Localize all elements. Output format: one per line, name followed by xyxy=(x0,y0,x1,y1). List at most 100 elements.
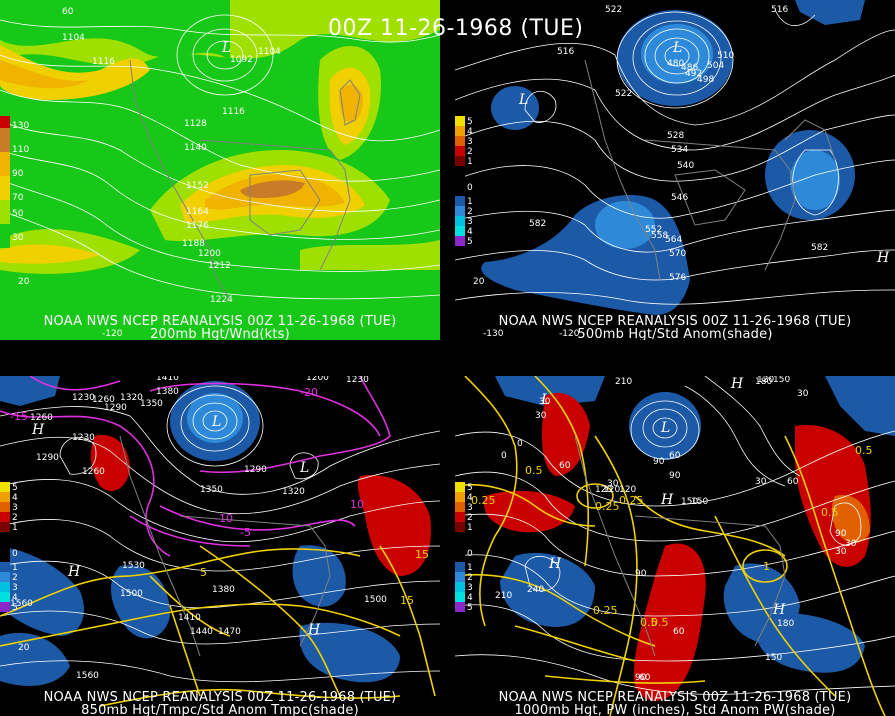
temp-label: 10 xyxy=(350,498,364,511)
contour-label: 150 xyxy=(773,376,790,385)
legend-label: 90 xyxy=(12,169,24,179)
legend-label: 70 xyxy=(12,193,24,203)
contour-label: 1500 xyxy=(364,595,387,605)
pw-label: 1 xyxy=(763,560,770,573)
contour-label: 1116 xyxy=(92,57,115,67)
contour-label: 1380 xyxy=(212,585,235,595)
contour-label: 1350 xyxy=(140,399,163,409)
contour-label: 180 xyxy=(777,619,794,629)
legend-label: 2 xyxy=(467,513,473,523)
contour-label: 60 xyxy=(787,477,799,487)
contour-label: 504 xyxy=(707,61,724,71)
contour-label: 1260 xyxy=(92,395,115,405)
contour-label: 240 xyxy=(527,585,544,595)
lon-label: -120 xyxy=(559,329,580,339)
temp-label: -20 xyxy=(300,386,318,399)
legend-label: 3 xyxy=(12,503,18,513)
contour-label: 30 xyxy=(539,397,551,407)
contour-label: 1116 xyxy=(222,107,245,117)
map-200mb: 130 110 90 70 50 30 1104 1116 1092 1104 … xyxy=(0,0,440,340)
contour-label: 1560 xyxy=(76,671,99,681)
high-pressure-marker: H xyxy=(772,602,786,618)
legend-label: 4 xyxy=(12,593,18,603)
contour-label: 510 xyxy=(717,51,734,61)
contour-label: 1092 xyxy=(230,55,253,65)
panel-500mb-height-anomaly: 5 4 3 2 1 0 1 2 3 4 5 522 516 516 522 52… xyxy=(455,0,895,340)
panel-1000mb-height-pw: 5 4 3 2 1 0 1 2 3 4 5 210 180 150 120 90… xyxy=(455,376,895,716)
legend-label: 4 xyxy=(12,493,18,503)
contour-label: 1200 xyxy=(306,376,329,383)
legend-label: 0 xyxy=(12,549,18,559)
panel-850mb-height-temp: 5 4 3 2 1 0 1 2 3 4 5 1410 1380 1350 132… xyxy=(0,376,440,716)
contour-label: 1290 xyxy=(104,403,127,413)
contour-label: 1212 xyxy=(208,261,231,271)
legend-label: 0 xyxy=(467,183,473,193)
contour-label: 540 xyxy=(677,161,694,171)
panel-caption-line2: 1000mb Hgt, PW (inches), Std Anom PW(sha… xyxy=(514,703,836,716)
contour-label: 180 xyxy=(755,377,772,387)
contour-label: 570 xyxy=(669,249,686,259)
legend-label: 5 xyxy=(467,237,473,247)
high-pressure-marker: H xyxy=(67,564,81,580)
legend-label: 3 xyxy=(467,583,473,593)
lon-label: 20 xyxy=(18,643,30,653)
contour-label: 1440 xyxy=(190,627,213,637)
pw-label: 0.5 xyxy=(651,616,669,629)
contour-label: 30 xyxy=(797,389,809,399)
legend-label: 4 xyxy=(467,593,473,603)
legend-label: 1 xyxy=(467,197,473,207)
contour-label: 1560 xyxy=(10,599,33,609)
legend-label: 5 xyxy=(467,117,473,127)
contour-label: 30 xyxy=(835,547,847,557)
legend-label: 0 xyxy=(467,549,473,559)
low-pressure-marker: L xyxy=(660,420,670,436)
contour-label: 60 xyxy=(673,627,685,637)
contour-label: 522 xyxy=(615,89,632,99)
pw-label: 0.5 xyxy=(821,506,839,519)
pw-label: 0.25 xyxy=(595,500,620,513)
contour-label: 30 xyxy=(755,477,767,487)
contour-label: 1260 xyxy=(30,413,53,423)
contour-label: 60 xyxy=(639,673,651,683)
contour-label: 516 xyxy=(771,5,788,15)
low-pressure-marker: L xyxy=(211,414,221,430)
contour-label: 1104 xyxy=(62,33,85,43)
legend-label: 1 xyxy=(467,563,473,573)
contour-label: 558 xyxy=(651,231,668,241)
contour-label: 30 xyxy=(535,411,547,421)
contour-label: 210 xyxy=(495,591,512,601)
temp-label: 5 xyxy=(200,566,207,579)
contour-label: 0 xyxy=(517,439,523,449)
contour-label: 120 xyxy=(595,485,612,495)
contour-label: 30 xyxy=(845,539,857,549)
legend-label: 2 xyxy=(467,207,473,217)
contour-label: 60 xyxy=(559,461,571,471)
contour-label: 1140 xyxy=(184,143,207,153)
legend-label: 5 xyxy=(12,483,18,493)
legend-label: 4 xyxy=(467,127,473,137)
contour-label: 30 xyxy=(607,479,619,489)
contour-label: 1290 xyxy=(244,465,267,475)
legend-label: 4 xyxy=(467,227,473,237)
contour-label: 492 xyxy=(685,69,702,79)
high-pressure-marker: H xyxy=(660,492,674,508)
contour-label: 516 xyxy=(557,47,574,57)
contour-label: 1164 xyxy=(186,207,209,217)
legend-label: 30 xyxy=(12,233,24,243)
contour-label: 1230 xyxy=(72,433,95,443)
temp-label: -10 xyxy=(215,512,233,525)
pw-label: 0.25 xyxy=(619,494,644,507)
legend-label: 110 xyxy=(12,145,29,155)
pw-label: 0.25 xyxy=(593,604,618,617)
contour-label: 120 xyxy=(619,485,636,495)
legend-label: 3 xyxy=(467,137,473,147)
legend-label: 3 xyxy=(467,503,473,513)
contour-label: 1128 xyxy=(184,119,207,129)
low-pressure-marker: L xyxy=(540,392,550,408)
temp-label: 15 xyxy=(415,548,429,561)
legend-label: 1 xyxy=(467,157,473,167)
high-pressure-marker: H xyxy=(876,250,890,266)
contour-label: 1290 xyxy=(36,453,59,463)
contour-label: 576 xyxy=(669,273,686,283)
contour-label: 1200 xyxy=(198,249,221,259)
